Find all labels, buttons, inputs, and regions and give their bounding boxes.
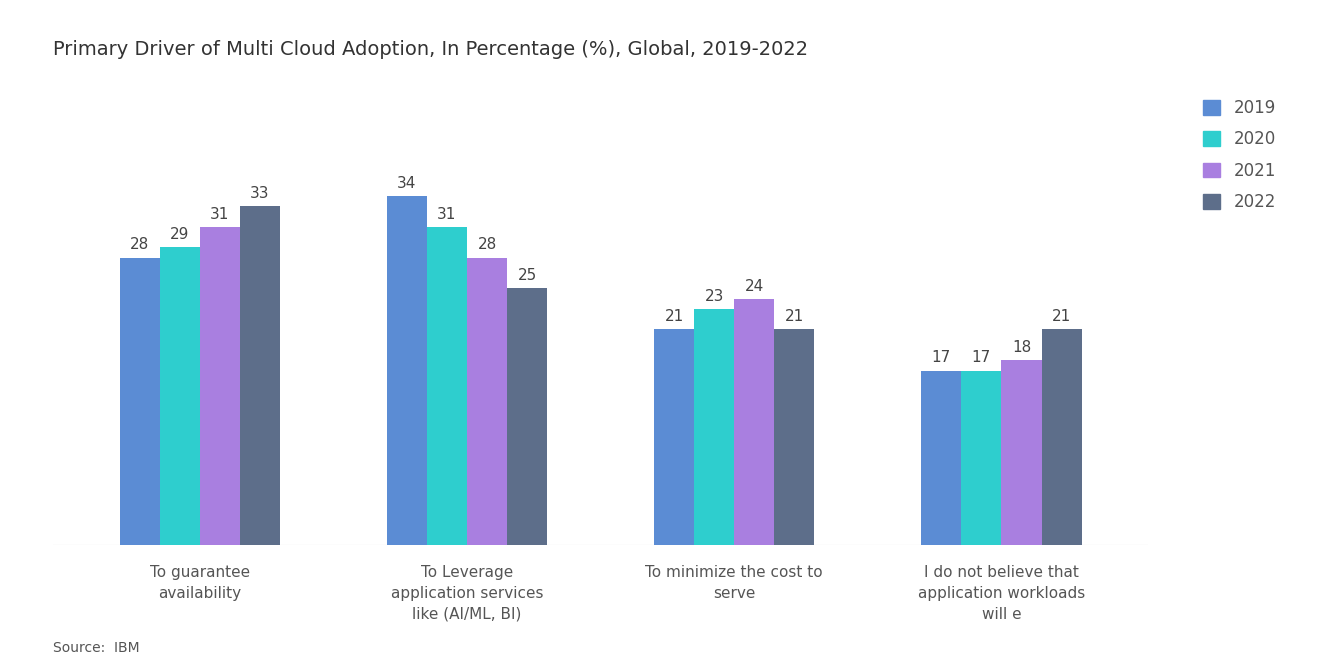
Bar: [426, 227, 467, 545]
Bar: [694, 309, 734, 545]
Legend: 2019, 2020, 2021, 2022: 2019, 2020, 2021, 2022: [1197, 92, 1283, 217]
Text: 28: 28: [478, 237, 496, 253]
Bar: [961, 370, 1002, 545]
Bar: [1041, 329, 1081, 545]
Bar: [653, 329, 694, 545]
Text: 31: 31: [210, 207, 230, 221]
Bar: [199, 227, 240, 545]
Text: Source:  IBM: Source: IBM: [53, 640, 140, 655]
Text: 17: 17: [932, 350, 950, 366]
Bar: [160, 247, 199, 545]
Text: 29: 29: [170, 227, 189, 242]
Bar: [775, 329, 814, 545]
Text: 34: 34: [397, 176, 417, 191]
Text: 21: 21: [1052, 309, 1071, 325]
Text: 25: 25: [517, 268, 537, 283]
Text: 31: 31: [437, 207, 457, 221]
Text: 17: 17: [972, 350, 991, 366]
Bar: [734, 299, 775, 545]
Bar: [240, 206, 280, 545]
Text: 21: 21: [784, 309, 804, 325]
Text: 28: 28: [131, 237, 149, 253]
Text: 21: 21: [664, 309, 684, 325]
Bar: [507, 289, 548, 545]
Bar: [921, 370, 961, 545]
Bar: [1002, 360, 1041, 545]
Bar: [387, 196, 426, 545]
Text: 18: 18: [1012, 340, 1031, 355]
Text: 24: 24: [744, 279, 764, 293]
Text: 33: 33: [251, 186, 269, 201]
Bar: [120, 257, 160, 545]
Text: Primary Driver of Multi Cloud Adoption, In Percentage (%), Global, 2019-2022: Primary Driver of Multi Cloud Adoption, …: [53, 40, 808, 59]
Bar: [467, 257, 507, 545]
Text: 23: 23: [705, 289, 723, 304]
